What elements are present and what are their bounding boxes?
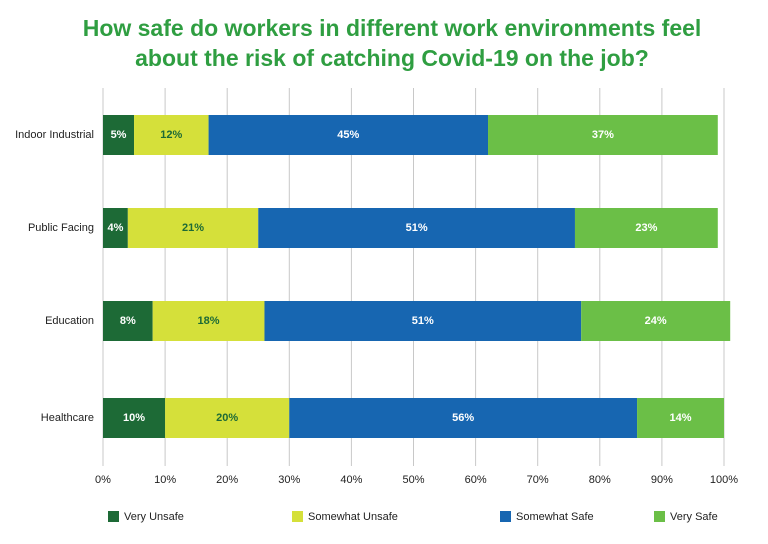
- x-tick-label: 60%: [465, 474, 487, 486]
- bar-segment: [264, 301, 582, 341]
- value-label: 14%: [670, 412, 692, 424]
- value-label: 23%: [635, 222, 657, 234]
- legend-label: Very Unsafe: [124, 511, 184, 523]
- x-tick-label: 10%: [154, 474, 176, 486]
- bar-segment: [208, 115, 489, 155]
- bar-segment: [258, 208, 575, 248]
- legend-swatch: [654, 511, 665, 522]
- bar-segment: [637, 398, 724, 438]
- x-tick-label: 20%: [216, 474, 238, 486]
- x-tick-label: 90%: [651, 474, 673, 486]
- chart-title: How safe do workers in different work en…: [83, 15, 702, 41]
- x-tick-label: 30%: [278, 474, 300, 486]
- bar-segment: [103, 208, 128, 248]
- value-label: 37%: [592, 129, 614, 141]
- x-tick-label: 0%: [95, 474, 111, 486]
- x-tick-label: 70%: [527, 474, 549, 486]
- legend-label: Somewhat Safe: [516, 511, 594, 523]
- bar-segment: [103, 115, 135, 155]
- legend-swatch: [500, 511, 511, 522]
- legend-label: Very Safe: [670, 511, 718, 523]
- value-label: 20%: [216, 412, 238, 424]
- bar-segment: [152, 301, 265, 341]
- legend-swatch: [108, 511, 119, 522]
- bar-segment: [103, 398, 166, 438]
- bar-segment: [289, 398, 638, 438]
- value-label: 18%: [198, 315, 220, 327]
- value-label: 51%: [412, 315, 434, 327]
- value-label: 51%: [406, 222, 428, 234]
- x-tick-label: 100%: [710, 474, 738, 486]
- y-tick-label: Indoor Industrial: [15, 129, 94, 141]
- y-tick-label: Healthcare: [41, 412, 94, 424]
- value-label: 56%: [452, 412, 474, 424]
- bar-segment: [127, 208, 259, 248]
- value-label: 10%: [123, 412, 145, 424]
- value-label: 21%: [182, 222, 204, 234]
- value-label: 24%: [645, 315, 667, 327]
- value-label: 4%: [107, 222, 123, 234]
- value-label: 5%: [111, 129, 127, 141]
- bar-segment: [103, 301, 153, 341]
- y-tick-label: Education: [45, 315, 94, 327]
- y-tick-label: Public Facing: [28, 222, 94, 234]
- legend-swatch: [292, 511, 303, 522]
- x-tick-label: 50%: [402, 474, 424, 486]
- x-tick-label: 80%: [589, 474, 611, 486]
- x-tick-label: 40%: [340, 474, 362, 486]
- bar-segment: [488, 115, 718, 155]
- value-label: 12%: [160, 129, 182, 141]
- bar-segment: [134, 115, 209, 155]
- bar-segment: [581, 301, 731, 341]
- bar-segment: [165, 398, 290, 438]
- value-label: 8%: [120, 315, 136, 327]
- bar-segment: [574, 208, 718, 248]
- chart-title: about the risk of catching Covid-19 on t…: [135, 45, 649, 71]
- value-label: 45%: [337, 129, 359, 141]
- legend-label: Somewhat Unsafe: [308, 511, 398, 523]
